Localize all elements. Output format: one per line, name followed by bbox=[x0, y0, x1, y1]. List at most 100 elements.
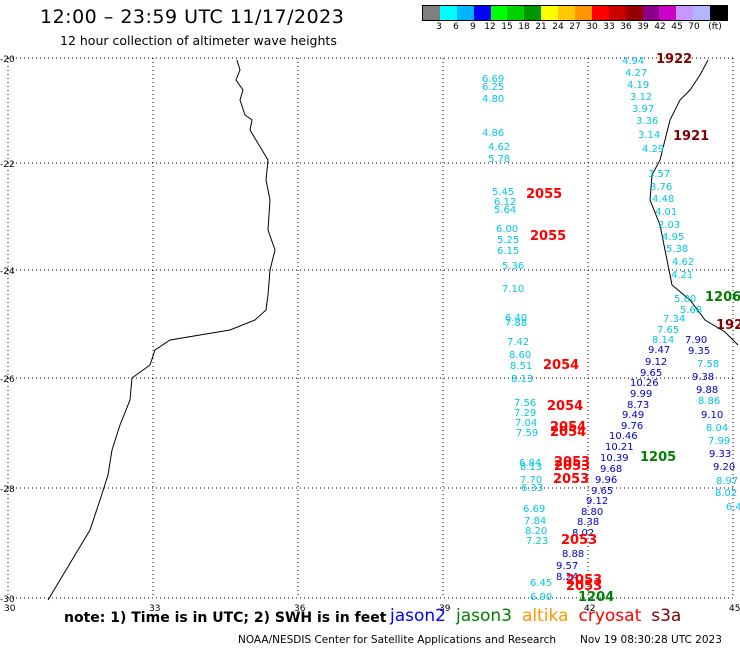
wave-height-value: 3.57 bbox=[648, 169, 670, 180]
wave-height-value: 9.47 bbox=[648, 345, 670, 356]
lon-label: 33 bbox=[149, 604, 160, 614]
pass-time-label: 2053 bbox=[554, 455, 590, 470]
wave-height-value: 8.80 bbox=[581, 507, 603, 518]
wave-height-value: 9.20 bbox=[713, 462, 735, 473]
wave-height-value: 9.76 bbox=[621, 421, 643, 432]
wave-height-value: 8.86 bbox=[698, 396, 720, 407]
pass-time-label: 2055 bbox=[530, 229, 566, 244]
legend-tick: 15 bbox=[501, 22, 513, 32]
pass-time-label: 2053 bbox=[553, 472, 589, 487]
legend-swatch bbox=[676, 6, 694, 20]
legend-swatch bbox=[558, 6, 576, 20]
legend-tick: 24 bbox=[552, 22, 564, 32]
legend-tick: 12 bbox=[484, 22, 496, 32]
legend-swatch bbox=[423, 6, 440, 20]
legend-tick: 36 bbox=[620, 22, 632, 32]
wave-height-value: 7.70 bbox=[520, 475, 542, 486]
legend-tick: 70 bbox=[688, 22, 700, 32]
wave-height-value: 8.38 bbox=[577, 517, 599, 528]
wave-height-value: 6.45 bbox=[530, 578, 552, 589]
wave-height-value: 10.21 bbox=[605, 442, 634, 453]
legend-tick: 6 bbox=[453, 22, 459, 32]
wave-height-value: 2.03 bbox=[658, 220, 680, 231]
satellite-name: jason2 bbox=[390, 606, 446, 626]
wave-height-value: 9.38 bbox=[692, 372, 714, 383]
lon-label: 45 bbox=[729, 604, 740, 614]
wave-height-value: 9.96 bbox=[595, 475, 617, 486]
wave-height-value: 6.40 bbox=[505, 313, 527, 324]
credit-line: NOAA/NESDIS Center for Satellite Applica… bbox=[238, 634, 556, 646]
wave-height-value: 6.33 bbox=[521, 483, 543, 494]
legend-swatch bbox=[710, 6, 728, 20]
wave-height-value: 4.29 bbox=[642, 144, 664, 155]
wave-height-value: 6.90 bbox=[530, 592, 552, 603]
lat-label: -30 bbox=[0, 595, 15, 605]
wave-height-value: 8.51 bbox=[510, 361, 532, 372]
footnote: note: 1) Time is in UTC; 2) SWH is in fe… bbox=[64, 610, 387, 626]
legend-tick: (ft) bbox=[708, 22, 722, 32]
wave-height-value: 8.97 bbox=[716, 476, 738, 487]
blue-wave-values: 9.479.129.6510.269.998.739.499.7610.4610… bbox=[556, 335, 735, 583]
page-subtitle: 12 hour collection of altimeter wave hei… bbox=[60, 33, 337, 48]
wave-height-value: 4.19 bbox=[627, 80, 649, 91]
wave-height-value: 9.88 bbox=[696, 385, 718, 396]
legend-tick: 45 bbox=[671, 22, 683, 32]
satellite-name: jason3 bbox=[456, 606, 512, 626]
wave-height-value: 3.76 bbox=[650, 182, 672, 193]
legend-color-bar bbox=[422, 5, 728, 21]
legend-tick: 42 bbox=[654, 22, 666, 32]
wave-height-value: 5.36 bbox=[502, 261, 524, 272]
wave-height-value: 6.25 bbox=[482, 82, 504, 93]
legend-swatch bbox=[524, 6, 542, 20]
coastline-africa bbox=[47, 59, 276, 601]
wave-height-value: 7.88 bbox=[505, 318, 527, 329]
wave-height-value: 8.13 bbox=[511, 374, 533, 385]
legend-ticks: 3 6 9 12 15 18 21 24 27 30 33 36 39 42 45 70 (ft) bbox=[422, 21, 728, 35]
wave-height-value: 10.46 bbox=[609, 431, 638, 442]
wave-height-value: 9.10 bbox=[701, 410, 723, 421]
wave-height-value: 9.12 bbox=[645, 357, 667, 368]
legend-swatch bbox=[439, 6, 457, 20]
wave-height-value: 10.26 bbox=[630, 378, 659, 389]
wave-height-value: 3.36 bbox=[636, 116, 658, 127]
wave-height-value: 4.80 bbox=[482, 94, 504, 105]
wave-height-value: 9.57 bbox=[556, 561, 578, 572]
wave-height-value: 8.14 bbox=[652, 335, 674, 346]
wave-height-value: 3.97 bbox=[632, 104, 654, 115]
legend-swatch bbox=[642, 6, 660, 20]
wave-height-value: 5.68 bbox=[680, 305, 702, 316]
wave-height-value: 7.59 bbox=[516, 428, 538, 439]
lat-label: -28 bbox=[0, 485, 15, 495]
wave-height-value: 9.68 bbox=[600, 464, 622, 475]
legend-swatch bbox=[608, 6, 626, 20]
legend-swatch bbox=[625, 6, 643, 20]
legend-swatch bbox=[591, 6, 609, 20]
legend-swatch bbox=[693, 6, 711, 20]
pass-time-label: 1205 bbox=[640, 450, 676, 465]
legend-swatch bbox=[490, 6, 508, 20]
satellite-name: s3a bbox=[651, 606, 682, 626]
lon-label: 39 bbox=[439, 604, 451, 614]
wave-height-value: 6.45 bbox=[726, 502, 740, 513]
wave-height-value: 7.34 bbox=[663, 314, 685, 325]
legend-tick: 3 bbox=[436, 22, 442, 32]
wave-height-value: 7.23 bbox=[526, 536, 548, 547]
pass-time-label: 2054 bbox=[550, 425, 586, 440]
legend-tick: 21 bbox=[535, 22, 547, 32]
wave-height-value: 7.84 bbox=[524, 516, 546, 527]
wave-height-value: 8.60 bbox=[509, 350, 531, 361]
pass-time-label: 2053 bbox=[561, 533, 597, 548]
lat-label: -26 bbox=[0, 375, 15, 385]
lon-label: 42 bbox=[584, 604, 595, 614]
lon-label: 36 bbox=[294, 604, 306, 614]
legend-swatch bbox=[659, 6, 677, 20]
legend-swatch bbox=[575, 6, 592, 20]
wave-height-value: 5.64 bbox=[494, 205, 516, 216]
pass-time-label: 2054 bbox=[550, 420, 586, 435]
legend-tick: 27 bbox=[569, 22, 581, 32]
legend-swatch bbox=[473, 6, 491, 20]
satellite-name: altika bbox=[522, 606, 569, 626]
wave-height-value: 7.99 bbox=[708, 436, 730, 447]
